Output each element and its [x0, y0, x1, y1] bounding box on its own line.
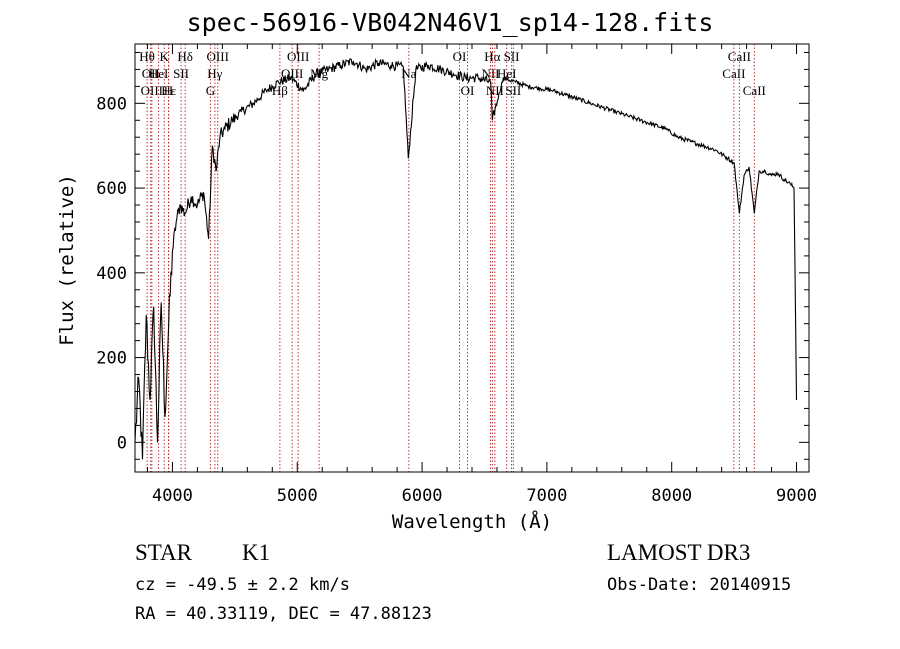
- line-marker-label: Hγ: [207, 66, 222, 81]
- x-tick-label: 9000: [776, 486, 817, 506]
- line-marker-label: Hθ: [139, 49, 155, 64]
- line-marker-label: OIII: [141, 83, 163, 98]
- y-tick-label: 0: [117, 433, 127, 453]
- line-marker-label: NII: [486, 83, 504, 98]
- line-marker-label: Hα: [484, 49, 500, 64]
- x-tick-label: 5000: [277, 486, 318, 506]
- y-axis-label: Flux (relative): [56, 174, 78, 346]
- object-class: STAR: [135, 540, 192, 565]
- line-marker-label: OIII: [287, 49, 309, 64]
- x-axis-ticks: 4000 5000 6000 7000 8000 9000: [146, 44, 817, 506]
- y-axis-ticks: 0 200 400 600 800: [96, 51, 809, 460]
- line-marker-label: OI: [461, 83, 475, 98]
- line-marker-label: Hδ: [177, 49, 193, 64]
- line-marker-label: H: [164, 83, 173, 98]
- line-marker-label: SII: [504, 49, 520, 64]
- line-marker-label: SII: [173, 66, 189, 81]
- x-axis-label: Wavelength (Å): [392, 510, 552, 533]
- observation-date: Obs-Date: 20140915: [607, 575, 792, 595]
- y-tick-label: 600: [96, 179, 127, 199]
- x-tick-label: 6000: [402, 486, 443, 506]
- line-marker-label: OII: [142, 66, 160, 81]
- line-marker-label: Hε: [161, 83, 176, 98]
- y-tick-label: 800: [96, 94, 127, 114]
- x-tick-label: 4000: [152, 486, 193, 506]
- line-marker-label: HeI: [149, 66, 169, 81]
- y-tick-label: 200: [96, 349, 127, 369]
- plot-frame: [134, 43, 810, 473]
- line-marker-label: SII: [505, 83, 521, 98]
- x-tick-label: 8000: [651, 486, 692, 506]
- line-marker-label: OIII: [207, 49, 229, 64]
- coordinates: RA = 40.33119, DEC = 47.88123: [135, 604, 432, 624]
- y-tick-label: 400: [96, 264, 127, 284]
- line-marker-label: CaII: [728, 49, 751, 64]
- x-tick-label: 7000: [526, 486, 567, 506]
- line-marker-label: CaII: [722, 66, 745, 81]
- redshift-velocity: cz = -49.5 ± 2.2 km/s: [135, 575, 350, 595]
- object-subclass: K1: [242, 540, 271, 565]
- line-marker-label: CaII: [743, 83, 766, 98]
- line-marker-label: K: [160, 49, 170, 64]
- flux-series-line: [134, 58, 798, 460]
- line-marker-label: Na: [401, 66, 416, 81]
- chart-title: spec-56916-VB042N46V1_sp14-128.fits: [186, 8, 714, 37]
- line-marker-label: G: [206, 83, 215, 98]
- survey-name: LAMOST DR3: [607, 540, 751, 565]
- line-marker-label: OI: [453, 49, 467, 64]
